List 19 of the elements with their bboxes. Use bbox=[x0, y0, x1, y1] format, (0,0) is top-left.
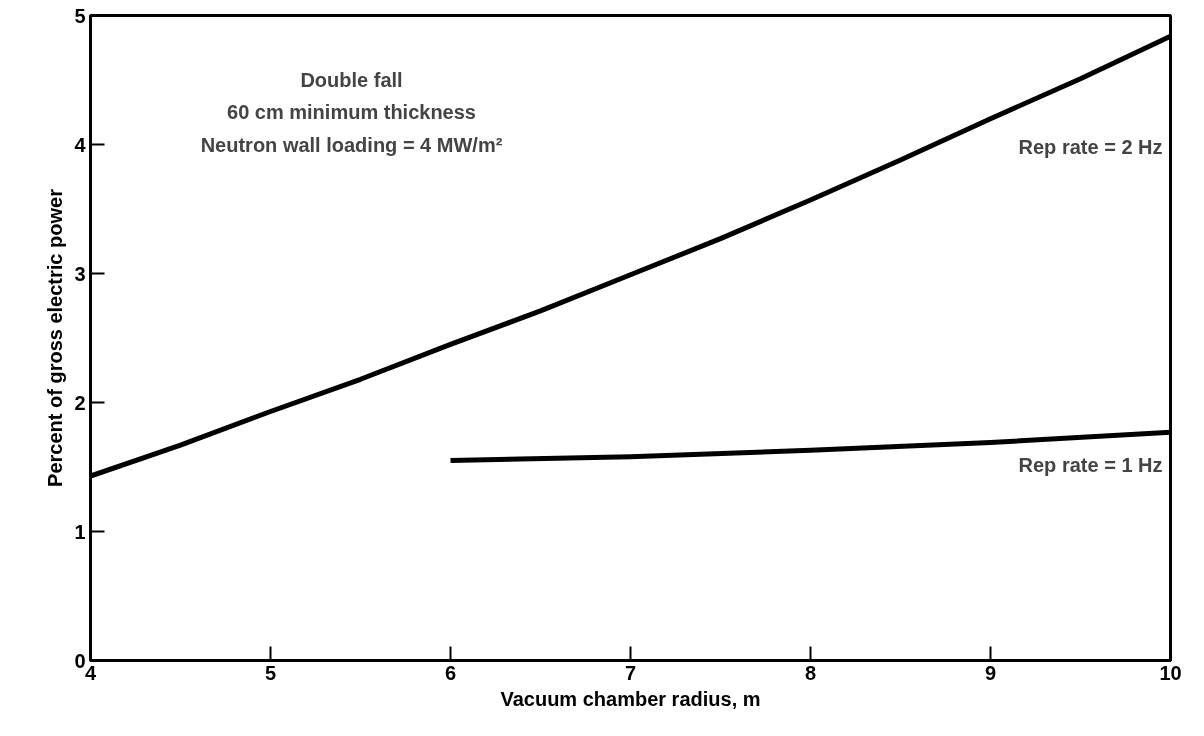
x-tick-label: 5 bbox=[264, 661, 277, 684]
annotation: Neutron wall loading = 4 MW/m² bbox=[200, 133, 503, 156]
series-label: Rep rate = 2 Hz bbox=[1018, 136, 1163, 159]
y-tick-label: 4 bbox=[74, 133, 87, 156]
x-tick-label: 8 bbox=[804, 661, 817, 684]
y-tick-label: 3 bbox=[74, 262, 86, 285]
series-label: Rep rate = 1 Hz bbox=[1018, 454, 1163, 477]
x-tick-label: 10 bbox=[1159, 661, 1182, 684]
x-tick-label: 9 bbox=[984, 661, 997, 684]
y-axis-title: Percent of gross electric power bbox=[44, 188, 67, 487]
y-tick-label: 0 bbox=[74, 649, 86, 672]
y-tick-label: 2 bbox=[74, 391, 86, 414]
x-tick-label: 6 bbox=[444, 661, 457, 684]
annotation: Double fall bbox=[300, 69, 403, 91]
annotation: 60 cm minimum thickness bbox=[227, 101, 476, 124]
x-tick-label: 7 bbox=[624, 661, 637, 684]
x-axis-title: Vacuum chamber radius, m bbox=[500, 687, 761, 710]
y-tick-label: 5 bbox=[74, 4, 86, 27]
y-tick-label: 1 bbox=[74, 520, 86, 543]
